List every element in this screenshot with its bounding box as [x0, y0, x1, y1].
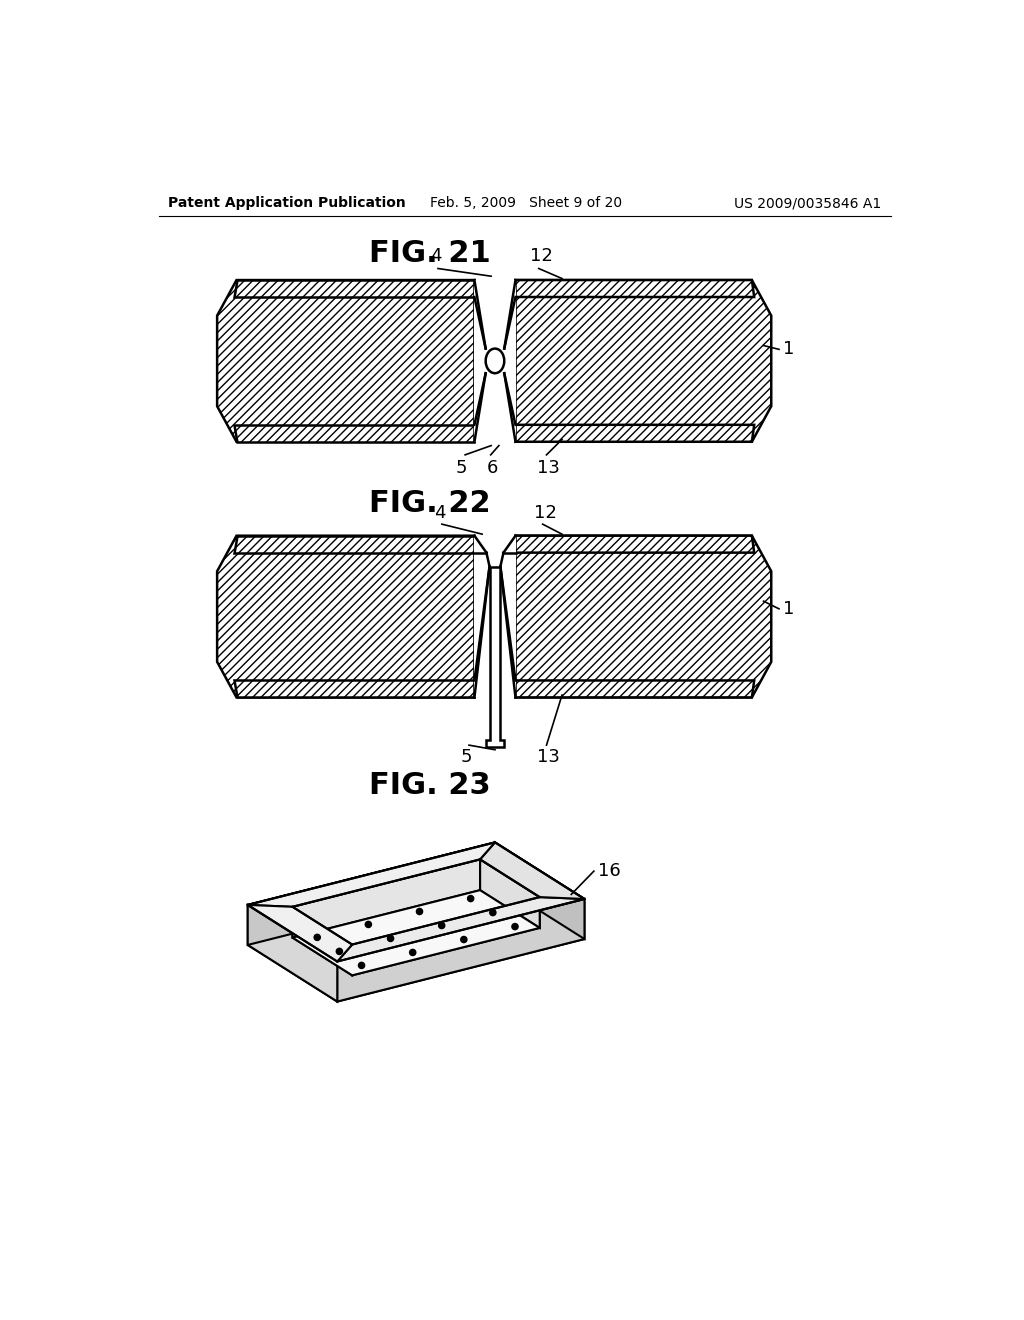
Polygon shape: [515, 536, 755, 553]
Polygon shape: [474, 280, 515, 442]
Polygon shape: [293, 890, 540, 975]
Text: FIG. 23: FIG. 23: [370, 771, 492, 800]
Polygon shape: [485, 566, 504, 747]
Polygon shape: [474, 536, 515, 697]
Polygon shape: [495, 842, 585, 939]
Polygon shape: [480, 859, 540, 928]
Polygon shape: [248, 842, 495, 945]
Polygon shape: [515, 280, 771, 442]
Text: 1: 1: [783, 599, 795, 618]
Circle shape: [417, 908, 423, 915]
Text: 5: 5: [456, 459, 467, 477]
Polygon shape: [217, 536, 474, 697]
Text: 16: 16: [598, 862, 621, 880]
Polygon shape: [248, 906, 337, 1002]
Polygon shape: [248, 906, 352, 961]
Polygon shape: [352, 898, 540, 975]
Circle shape: [461, 936, 467, 942]
Circle shape: [387, 936, 393, 941]
Polygon shape: [217, 280, 474, 442]
Text: US 2009/0035846 A1: US 2009/0035846 A1: [734, 197, 882, 210]
Polygon shape: [248, 842, 585, 961]
Text: 1: 1: [783, 341, 795, 358]
Text: Feb. 5, 2009   Sheet 9 of 20: Feb. 5, 2009 Sheet 9 of 20: [430, 197, 623, 210]
Text: 4: 4: [430, 247, 441, 264]
Polygon shape: [515, 280, 755, 297]
Circle shape: [438, 923, 444, 928]
Polygon shape: [515, 425, 755, 442]
Circle shape: [410, 949, 416, 956]
Text: 13: 13: [538, 748, 560, 766]
Polygon shape: [337, 899, 585, 1002]
Polygon shape: [248, 842, 495, 907]
Polygon shape: [234, 681, 474, 697]
Text: 5: 5: [460, 748, 472, 766]
Circle shape: [366, 921, 372, 928]
Polygon shape: [337, 898, 585, 961]
Circle shape: [512, 924, 518, 929]
Polygon shape: [234, 536, 474, 553]
Text: FIG. 21: FIG. 21: [370, 239, 492, 268]
Text: 4: 4: [434, 504, 445, 521]
Polygon shape: [234, 425, 474, 442]
Circle shape: [336, 948, 342, 954]
Ellipse shape: [485, 348, 504, 374]
Polygon shape: [515, 681, 755, 697]
Circle shape: [468, 895, 474, 902]
Polygon shape: [515, 536, 771, 697]
Text: 12: 12: [534, 504, 556, 521]
Text: FIG. 22: FIG. 22: [370, 490, 492, 519]
Text: 6: 6: [486, 459, 498, 477]
Polygon shape: [248, 883, 585, 1002]
Text: Patent Application Publication: Patent Application Publication: [168, 197, 407, 210]
Polygon shape: [293, 859, 480, 937]
Circle shape: [489, 909, 496, 916]
Text: 13: 13: [538, 459, 560, 477]
Polygon shape: [480, 842, 585, 899]
Polygon shape: [293, 907, 352, 975]
Circle shape: [358, 962, 365, 969]
Text: 12: 12: [529, 247, 553, 264]
Circle shape: [314, 935, 321, 940]
Polygon shape: [234, 280, 474, 297]
